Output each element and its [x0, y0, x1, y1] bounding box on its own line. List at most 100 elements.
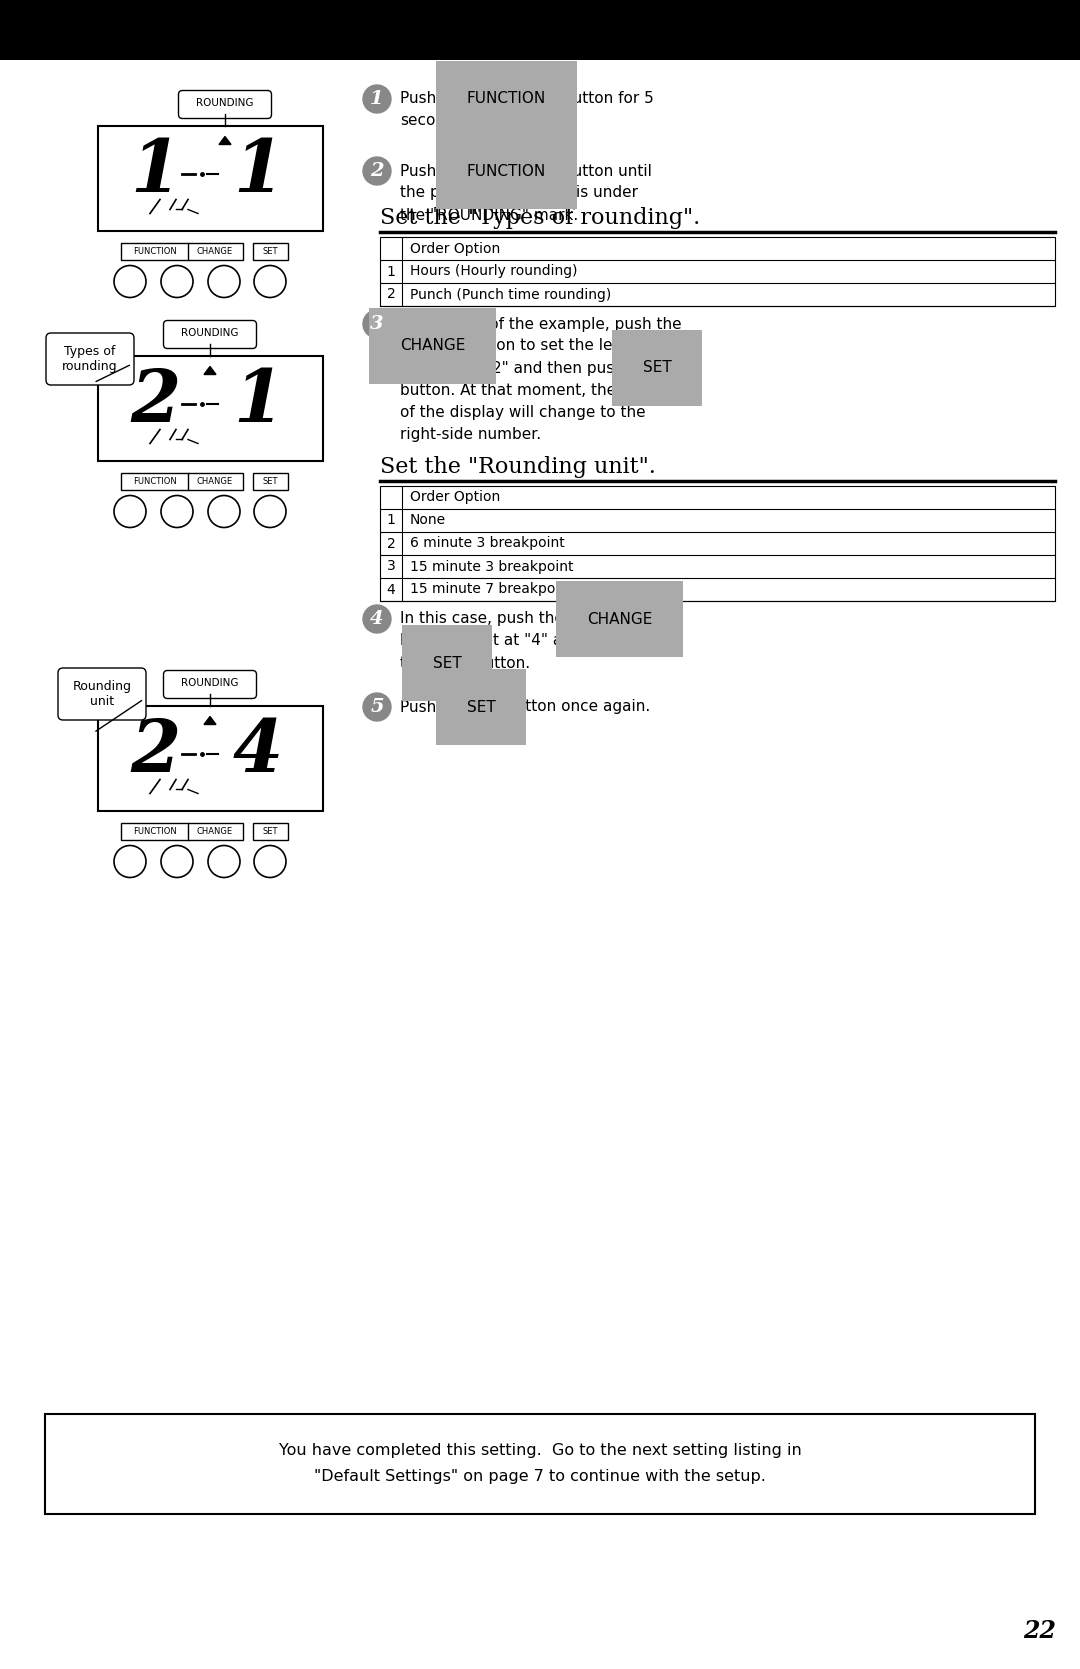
FancyBboxPatch shape: [188, 823, 243, 840]
Circle shape: [114, 846, 146, 878]
Text: 2: 2: [370, 162, 383, 180]
FancyBboxPatch shape: [188, 244, 243, 260]
Text: FUNCTION: FUNCTION: [133, 828, 177, 836]
FancyBboxPatch shape: [163, 320, 257, 349]
FancyBboxPatch shape: [97, 706, 323, 811]
Text: FUNCTION: FUNCTION: [133, 247, 177, 255]
Text: CHANGE: CHANGE: [400, 339, 465, 354]
Text: "Default Settings" on page 7 to continue with the setup.: "Default Settings" on page 7 to continue…: [314, 1469, 766, 1484]
Circle shape: [208, 265, 240, 297]
Text: 3: 3: [370, 315, 383, 334]
Text: SET: SET: [433, 656, 462, 671]
Text: 15 minute 3 breakpoint: 15 minute 3 breakpoint: [410, 559, 573, 574]
Text: 4: 4: [370, 609, 383, 628]
Text: FUNCTION: FUNCTION: [467, 92, 546, 107]
Circle shape: [363, 693, 391, 721]
FancyBboxPatch shape: [253, 472, 287, 491]
FancyBboxPatch shape: [97, 357, 323, 462]
Circle shape: [254, 265, 286, 297]
FancyBboxPatch shape: [163, 671, 257, 699]
Text: 22: 22: [1024, 1619, 1056, 1642]
Text: 2: 2: [130, 716, 180, 786]
Text: SET: SET: [262, 828, 278, 836]
Text: SET: SET: [262, 477, 278, 486]
Text: FUNCTION: FUNCTION: [133, 477, 177, 486]
Text: 2: 2: [130, 366, 180, 437]
Text: SET: SET: [262, 247, 278, 255]
Text: In the case of the example, push the: In the case of the example, push the: [400, 317, 681, 332]
Circle shape: [161, 496, 193, 527]
Text: Set the "Rounding unit".: Set the "Rounding unit".: [380, 456, 656, 477]
Text: None: None: [410, 514, 446, 527]
Text: button.: button.: [470, 656, 530, 671]
Text: CHANGE: CHANGE: [197, 247, 233, 255]
Text: button until: button until: [558, 164, 652, 179]
Text: 1: 1: [387, 514, 395, 527]
Circle shape: [114, 265, 146, 297]
Text: Push the: Push the: [400, 699, 471, 714]
Polygon shape: [204, 716, 216, 724]
Text: In this case, push the: In this case, push the: [400, 611, 569, 626]
Circle shape: [363, 157, 391, 185]
FancyBboxPatch shape: [0, 0, 1080, 60]
Text: 1: 1: [130, 135, 180, 207]
Text: the: the: [400, 656, 430, 671]
Text: Push the: Push the: [400, 164, 471, 179]
Text: 4: 4: [233, 716, 283, 786]
Text: Types of
rounding: Types of rounding: [63, 345, 118, 372]
Text: Rounding
unit: Rounding unit: [72, 679, 132, 708]
Text: 1: 1: [370, 90, 383, 108]
FancyBboxPatch shape: [253, 823, 287, 840]
Text: 1: 1: [387, 264, 395, 279]
FancyBboxPatch shape: [121, 244, 189, 260]
Text: Push the: Push the: [400, 92, 471, 107]
Text: right-side number.: right-side number.: [400, 427, 541, 442]
Text: seconds.: seconds.: [400, 113, 468, 129]
Circle shape: [363, 604, 391, 633]
FancyBboxPatch shape: [178, 90, 271, 118]
Text: button to set the left-side: button to set the left-side: [460, 339, 661, 354]
FancyBboxPatch shape: [58, 668, 146, 719]
Text: button once again.: button once again.: [501, 699, 650, 714]
Text: button for 5: button for 5: [558, 92, 653, 107]
Circle shape: [254, 496, 286, 527]
Circle shape: [114, 496, 146, 527]
Text: SET: SET: [643, 361, 672, 376]
Circle shape: [254, 846, 286, 878]
Text: button to set at "4" and then push: button to set at "4" and then push: [400, 634, 663, 649]
Text: 2: 2: [387, 536, 395, 551]
FancyBboxPatch shape: [121, 823, 189, 840]
Text: button. At that moment, the flashing: button. At that moment, the flashing: [400, 382, 681, 397]
Polygon shape: [204, 367, 216, 374]
Text: Order Option: Order Option: [410, 242, 500, 255]
Text: 4: 4: [387, 582, 395, 596]
FancyBboxPatch shape: [380, 486, 1055, 601]
Text: 2: 2: [387, 287, 395, 302]
Text: number at "2" and then push the: number at "2" and then push the: [400, 361, 659, 376]
Circle shape: [363, 310, 391, 339]
Text: 1: 1: [233, 135, 283, 207]
Text: 1: 1: [233, 366, 283, 437]
Text: Hours (Hourly rounding): Hours (Hourly rounding): [410, 264, 578, 279]
Text: ROUNDING: ROUNDING: [197, 98, 254, 108]
Text: Set the "Types of rounding".: Set the "Types of rounding".: [380, 207, 700, 229]
Text: 5: 5: [370, 698, 383, 716]
Text: the position of the "▲" is under: the position of the "▲" is under: [400, 185, 638, 200]
Text: CHANGE: CHANGE: [197, 828, 233, 836]
Text: the "ROUNDING" mark.: the "ROUNDING" mark.: [400, 207, 578, 222]
FancyBboxPatch shape: [97, 127, 323, 232]
Text: ROUNDING: ROUNDING: [181, 329, 239, 339]
FancyBboxPatch shape: [45, 1414, 1035, 1514]
Text: CHANGE: CHANGE: [588, 611, 652, 626]
Polygon shape: [219, 137, 231, 145]
FancyBboxPatch shape: [46, 334, 134, 386]
FancyBboxPatch shape: [380, 237, 1055, 305]
Text: FUNCTION: FUNCTION: [467, 164, 546, 179]
Text: 6 minute 3 breakpoint: 6 minute 3 breakpoint: [410, 536, 565, 551]
FancyBboxPatch shape: [253, 244, 287, 260]
Circle shape: [208, 496, 240, 527]
Circle shape: [161, 846, 193, 878]
FancyBboxPatch shape: [188, 472, 243, 491]
Text: 3: 3: [387, 559, 395, 574]
Text: CHANGE: CHANGE: [197, 477, 233, 486]
